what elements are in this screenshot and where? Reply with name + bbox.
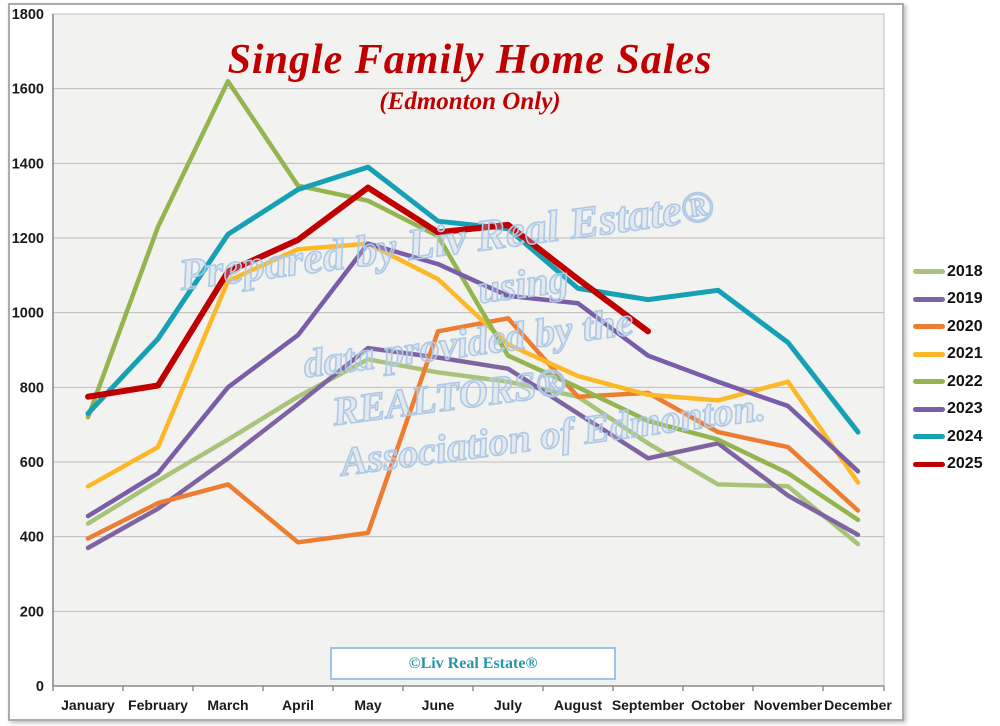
series-line-2023 — [85, 241, 861, 519]
y-axis-tick-label: 200 — [20, 604, 44, 620]
x-axis-tick-label: February — [128, 697, 188, 713]
y-axis-tick-label: 0 — [36, 679, 44, 695]
legend-label: 2025 — [947, 455, 983, 473]
legend-swatch-2022 — [913, 379, 945, 385]
legend-swatch-2021 — [913, 351, 945, 357]
series-line-2018 — [85, 357, 861, 547]
legend-item-2020: 2020 — [913, 313, 983, 341]
footer-credit-text: ©Liv Real Estate® — [408, 654, 538, 672]
legend-item-2025: 2025 — [913, 451, 983, 479]
series-line-2022 — [85, 78, 861, 523]
y-axis-tick-label: 1200 — [12, 231, 44, 247]
legend-label: 2021 — [947, 345, 983, 363]
legend-swatch-2020 — [913, 324, 945, 330]
legend-item-2022: 2022 — [913, 368, 983, 396]
legend-item-2023: 2023 — [913, 396, 983, 424]
legend-item-2019: 2019 — [913, 286, 983, 314]
x-axis-tick-label: October — [691, 697, 745, 713]
legend-item-2018: 2018 — [913, 258, 983, 286]
x-axis-tick-label: November — [754, 697, 823, 713]
legend-label: 2019 — [947, 290, 983, 308]
legend-swatch-2019 — [913, 296, 945, 302]
y-axis-tick-label: 400 — [20, 530, 44, 546]
series-line-2019 — [85, 345, 861, 551]
chart-title: Single Family Home Sales — [227, 37, 713, 83]
legend-item-2021: 2021 — [913, 341, 983, 369]
legend-label: 2022 — [947, 372, 983, 390]
chart-legend: 2018 2019 2020 2021 2022 2023 2024 2025 — [913, 258, 983, 478]
series-line-2025 — [85, 184, 651, 400]
legend-swatch-2024 — [913, 434, 945, 440]
legend-swatch-2023 — [913, 406, 945, 412]
legend-swatch-2025 — [913, 461, 945, 467]
series-line-2021 — [85, 241, 861, 489]
x-axis-tick-label: August — [554, 697, 603, 713]
plot-area — [52, 13, 885, 687]
x-axis-tick-label: March — [207, 697, 248, 713]
legend-item-2024: 2024 — [913, 423, 983, 451]
x-axis-tick-label: September — [612, 697, 685, 713]
legend-label: 2018 — [947, 262, 983, 280]
chart-subtitle: (Edmonton Only) — [379, 88, 561, 115]
y-axis-tick-label: 600 — [20, 455, 44, 471]
legend-swatch-2018 — [913, 269, 945, 275]
x-axis-tick-label: December — [824, 697, 892, 713]
y-axis-tick-label: 1400 — [12, 156, 44, 172]
legend-label: 2020 — [947, 317, 983, 335]
x-axis-tick-label: May — [354, 697, 381, 713]
y-axis-tick-label: 1800 — [12, 7, 44, 23]
y-axis-tick-label: 1000 — [12, 306, 44, 322]
series-line-2020 — [85, 316, 861, 545]
x-axis-tick-label: April — [282, 697, 314, 713]
legend-label: 2023 — [947, 400, 983, 418]
x-axis-tick-label: January — [61, 697, 115, 713]
x-axis-tick-label: July — [494, 697, 522, 713]
x-axis-tick-label: June — [422, 697, 455, 713]
legend-label: 2024 — [947, 427, 983, 445]
series-line-2024 — [85, 164, 861, 435]
footer-credit-badge: ©Liv Real Estate® — [330, 647, 616, 680]
y-axis-tick-label: 800 — [20, 380, 44, 396]
y-axis-tick-label: 1600 — [12, 82, 44, 98]
